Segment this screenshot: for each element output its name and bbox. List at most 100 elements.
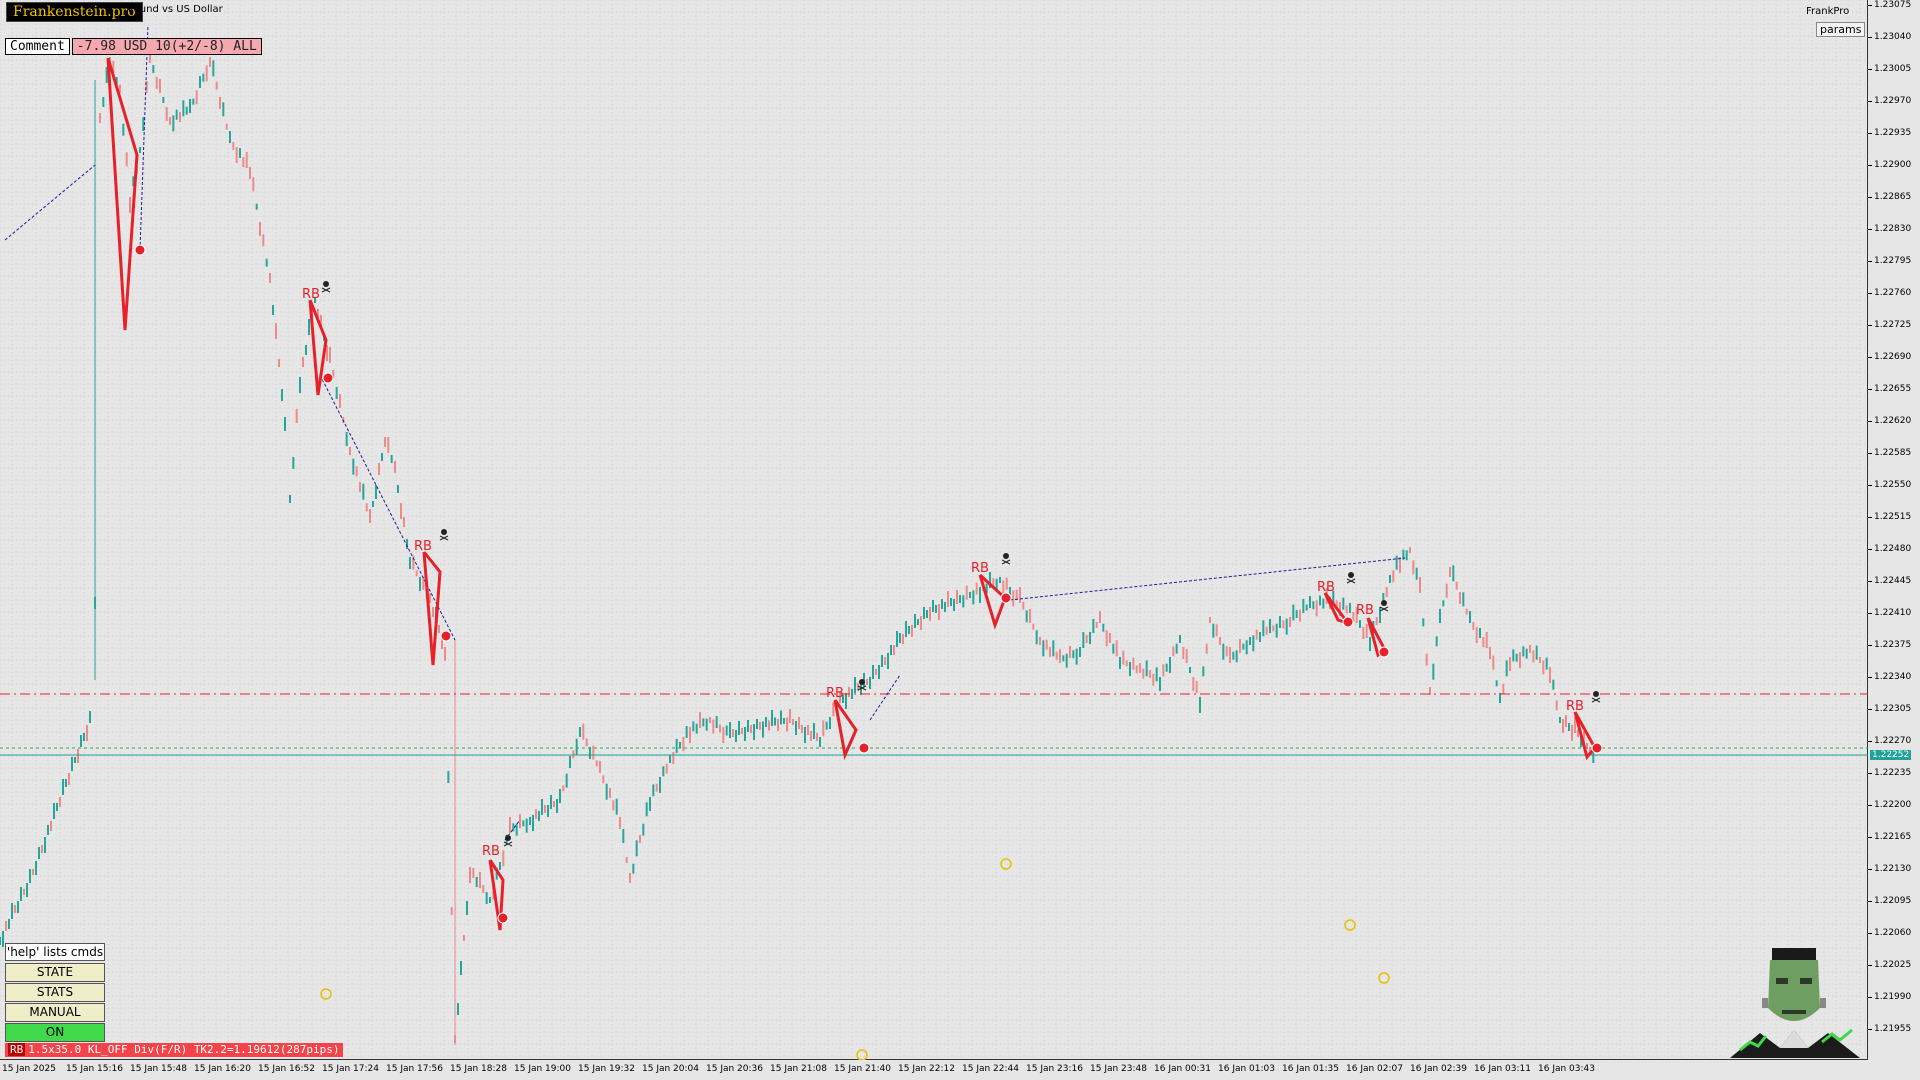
rb-label: RB <box>826 686 844 701</box>
price-tick-label: 1.22760 <box>1867 288 1912 298</box>
status-text: 1.5x35.0 KL_OFF Div(F/R) TK2.2=1.19612(2… <box>28 1043 340 1056</box>
time-tick-label: 15 Jan 23:16 <box>1026 1064 1083 1074</box>
time-tick-label: 16 Jan 01:35 <box>1282 1064 1339 1074</box>
rb-pattern <box>833 699 858 761</box>
comment-row: Comment -7.98 USD 10(+2/-8) ALL <box>5 38 262 55</box>
price-tick-label: 1.22865 <box>1867 192 1912 202</box>
price-tick-label: 1.22060 <box>1867 928 1912 938</box>
price-tick-label: 1.22970 <box>1867 96 1912 106</box>
time-tick-label: 15 Jan 17:24 <box>322 1064 379 1074</box>
time-tick-label: 16 Jan 03:43 <box>1538 1064 1595 1074</box>
exit-marker-icon <box>1378 646 1390 658</box>
status-rb-badge: RB <box>8 1043 26 1056</box>
price-tick-label: 1.22620 <box>1867 416 1912 426</box>
price-tick-label: 1.22305 <box>1867 704 1912 714</box>
price-tick-label: 1.22515 <box>1867 512 1912 522</box>
rb-label: RB <box>971 561 989 576</box>
time-tick-label: 15 Jan 23:48 <box>1090 1064 1147 1074</box>
skull-icon <box>1346 578 1356 584</box>
price-tick-label: 1.22025 <box>1867 960 1912 970</box>
rb-label: RB <box>1566 699 1584 714</box>
skull-icon <box>321 287 331 293</box>
skull-icon <box>857 685 867 691</box>
price-tick-label: 1.22410 <box>1867 608 1912 618</box>
time-tick-label: 15 Jan 16:20 <box>194 1064 251 1074</box>
trade-link-line <box>319 374 456 641</box>
exit-marker-icon <box>322 372 334 384</box>
rb-pattern <box>106 57 139 331</box>
time-tick-label: 15 Jan 21:08 <box>770 1064 827 1074</box>
price-tick-label: 1.22935 <box>1867 128 1912 138</box>
smiley-marker-icon <box>856 1049 868 1060</box>
skull-icon <box>1003 553 1009 559</box>
time-tick-label: 15 Jan 18:28 <box>450 1064 507 1074</box>
params-button[interactable]: params <box>1816 22 1866 37</box>
price-tick-label: 1.23040 <box>1867 32 1912 42</box>
trade-link-line <box>4 164 96 241</box>
skull-icon <box>441 529 447 535</box>
smiley-marker-icon <box>1344 919 1356 931</box>
exit-marker-icon <box>1000 592 1012 604</box>
exit-marker-icon <box>134 244 146 256</box>
rb-label: RB <box>302 287 320 302</box>
price-tick-label: 1.22550 <box>1867 480 1912 490</box>
state-button[interactable]: STATE <box>5 963 105 982</box>
frankenstein-avatar-icon <box>1730 948 1860 1058</box>
smiley-marker-icon <box>1000 858 1012 870</box>
time-tick-label: 16 Jan 00:31 <box>1154 1064 1211 1074</box>
on-button[interactable]: ON <box>5 1023 105 1042</box>
current-price-marker: 1.22252 <box>1870 750 1912 760</box>
rb-label: RB <box>482 844 500 859</box>
manual-button[interactable]: MANUAL <box>5 1003 105 1022</box>
time-tick-label: 15 Jan 15:16 <box>66 1064 123 1074</box>
skull-icon <box>1348 572 1354 578</box>
trade-link-line <box>504 819 521 841</box>
price-tick-label: 1.23075 <box>1867 0 1912 10</box>
time-tick-label: 15 Jan 22:12 <box>898 1064 955 1074</box>
price-tick-label: 1.22095 <box>1867 896 1912 906</box>
time-tick-label: 15 Jan 20:04 <box>642 1064 699 1074</box>
price-tick-label: 1.22130 <box>1867 864 1912 874</box>
skull-icon <box>1379 606 1389 612</box>
trade-link-line <box>869 674 901 721</box>
time-tick-label: 15 Jan 21:40 <box>834 1064 891 1074</box>
time-tick-label: 16 Jan 02:07 <box>1346 1064 1403 1074</box>
rb-pattern <box>422 551 442 666</box>
price-tick-label: 1.21955 <box>1867 1024 1912 1034</box>
time-tick-label: 15 Jan 19:32 <box>578 1064 635 1074</box>
price-tick-label: 1.22375 <box>1867 640 1912 650</box>
skull-icon <box>1001 559 1011 565</box>
comment-label: Comment <box>5 38 70 55</box>
price-tick-label: 1.22830 <box>1867 224 1912 234</box>
time-tick-label: 15 Jan 16:52 <box>258 1064 315 1074</box>
brand-right-label: FrankPro <box>1806 6 1850 17</box>
skull-icon <box>439 535 449 541</box>
price-axis[interactable]: 1.23075 1.23040 1.23005 1.22970 1.22935 1.229… <box>1867 0 1920 1060</box>
price-tick-label: 1.22270 <box>1867 736 1912 746</box>
time-tick-label: 15 Jan 20:36 <box>706 1064 763 1074</box>
skull-icon <box>505 835 511 841</box>
trade-link-line <box>139 24 149 251</box>
price-tick-label: 1.22725 <box>1867 320 1912 330</box>
skull-icon <box>1593 691 1599 697</box>
help-label: 'help' lists cmds <box>5 943 105 961</box>
price-chart[interactable]: RB RB RB RB RB RB RB RB <box>0 0 1868 1060</box>
skull-icon <box>1381 600 1387 606</box>
skull-icon <box>323 281 329 287</box>
exit-marker-icon <box>497 912 509 924</box>
rb-label: RB <box>414 539 432 554</box>
time-tick-label: 15 Jan 2025 <box>2 1064 56 1074</box>
rb-pattern <box>488 859 505 931</box>
rb-pattern <box>308 299 328 396</box>
stats-button[interactable]: STATS <box>5 983 105 1002</box>
chart-area[interactable]: RB RB RB RB RB RB RB RB <box>0 0 1868 1060</box>
price-tick-label: 1.21990 <box>1867 992 1912 1002</box>
skull-icon <box>859 679 865 685</box>
time-axis[interactable]: 15 Jan 2025 15 Jan 15:16 15 Jan 15:48 15 Ja… <box>0 1060 1868 1080</box>
price-tick-label: 1.23005 <box>1867 64 1912 74</box>
price-tick-label: 1.22165 <box>1867 832 1912 842</box>
time-tick-label: 15 Jan 17:56 <box>386 1064 443 1074</box>
smiley-marker-icon <box>320 988 332 1000</box>
rb-label: RB <box>1356 603 1374 618</box>
time-tick-label: 16 Jan 02:39 <box>1410 1064 1467 1074</box>
